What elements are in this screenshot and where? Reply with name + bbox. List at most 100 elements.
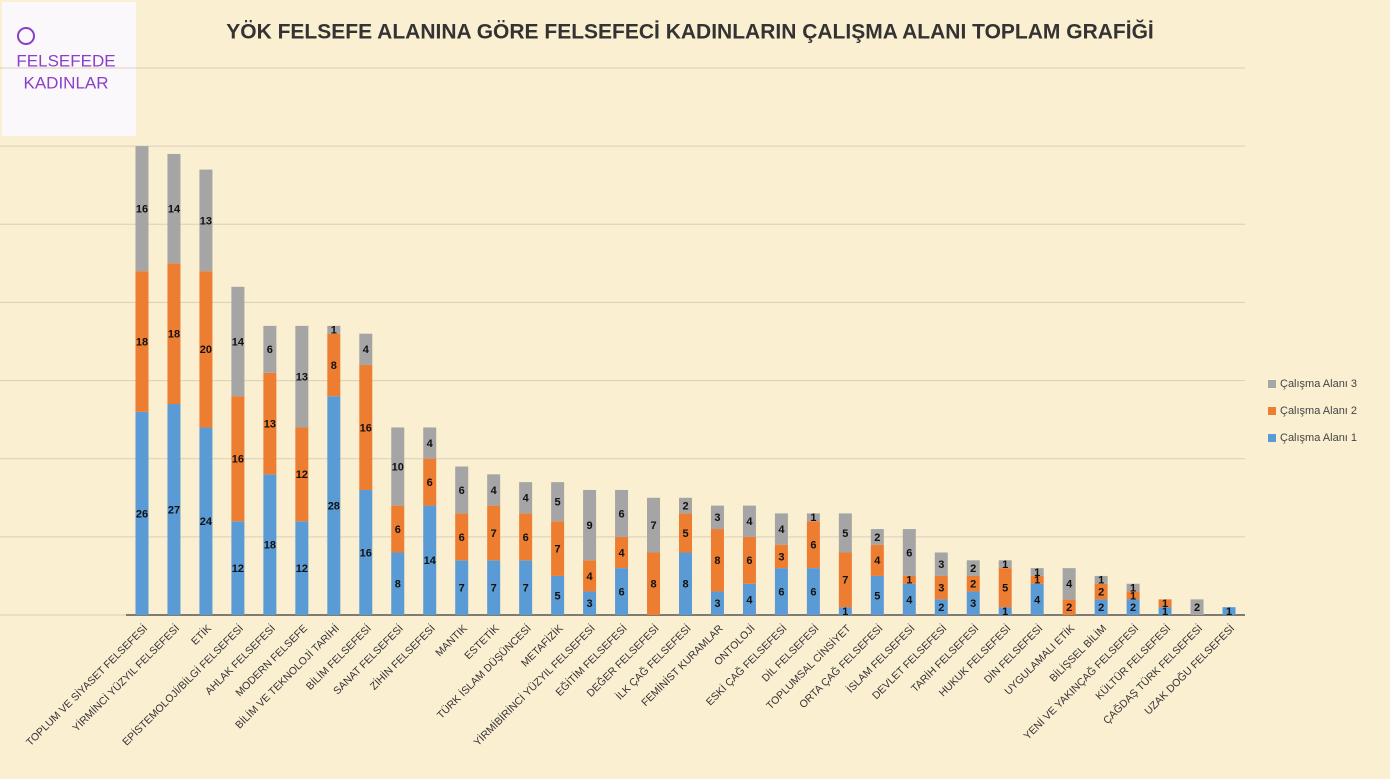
bar-segment xyxy=(742,536,756,584)
bar-segment xyxy=(135,146,149,272)
value-label: 5 xyxy=(555,497,561,509)
logo-box xyxy=(2,2,136,136)
bar-segment xyxy=(966,591,980,615)
bar-segment xyxy=(583,489,597,561)
value-label: 12 xyxy=(232,563,244,575)
logo: FELSEFEDE KADINLAR xyxy=(2,2,136,136)
bar-segment xyxy=(1062,568,1076,600)
value-label: 1 xyxy=(1002,559,1008,571)
bar-segment xyxy=(135,271,149,412)
bar-segment xyxy=(710,505,724,530)
value-label: 1 xyxy=(1226,606,1232,618)
value-label: 1 xyxy=(1002,606,1008,618)
bar-segment xyxy=(263,325,277,373)
logo-text: FELSEFEDE xyxy=(16,51,115,70)
value-label: 7 xyxy=(650,520,656,532)
bar-segment xyxy=(391,552,405,615)
value-label: 18 xyxy=(168,329,180,341)
value-label: 2 xyxy=(1098,602,1104,614)
value-label: 5 xyxy=(1002,583,1008,595)
bar-segment xyxy=(870,529,884,545)
bar-segment xyxy=(934,552,948,576)
value-label: 6 xyxy=(395,524,401,536)
bar-segment xyxy=(583,591,597,615)
bar-segment xyxy=(1030,568,1044,576)
bar-segment xyxy=(647,552,661,615)
bar-segment xyxy=(966,575,980,592)
value-label: 3 xyxy=(587,598,593,610)
bar-segment xyxy=(359,333,373,365)
value-label: 4 xyxy=(491,485,498,497)
value-label: 2 xyxy=(682,501,688,513)
value-label: 26 xyxy=(136,508,148,520)
value-label: 3 xyxy=(938,559,944,571)
value-label: 14 xyxy=(424,555,437,567)
legend-label: Çalışma Alanı 2 xyxy=(1280,405,1357,417)
bar-segment xyxy=(902,583,916,615)
bar-segment xyxy=(583,560,597,592)
legend-swatch xyxy=(1268,434,1276,442)
bar-segment xyxy=(1126,583,1140,592)
value-label: 4 xyxy=(523,493,530,505)
value-label: 8 xyxy=(650,579,656,591)
bar-segment xyxy=(487,474,501,506)
value-label: 1 xyxy=(1034,567,1040,579)
bar-segment xyxy=(1094,599,1108,615)
logo-text: KADINLAR xyxy=(23,73,108,92)
value-label: 28 xyxy=(328,501,340,513)
bar-segment xyxy=(806,513,820,522)
value-label: 8 xyxy=(682,579,688,591)
bar-segment xyxy=(998,607,1012,615)
bar-segment xyxy=(327,333,341,397)
value-label: 8 xyxy=(331,360,337,372)
value-label: 1 xyxy=(1162,606,1168,618)
bar-segment xyxy=(295,427,309,522)
bar-segment xyxy=(1030,575,1044,584)
bar-segment xyxy=(423,505,437,615)
bar-segment xyxy=(455,560,469,615)
bar-segment xyxy=(391,427,405,506)
bar-segment xyxy=(870,575,884,615)
bar-segment xyxy=(327,325,341,334)
bar-segment xyxy=(838,552,852,608)
value-label: 1 xyxy=(906,575,912,587)
bar-segment xyxy=(167,404,181,615)
bar-segment xyxy=(774,513,788,545)
value-label: 13 xyxy=(264,418,276,430)
value-label: 4 xyxy=(427,438,434,450)
bar-segment xyxy=(710,529,724,592)
bar-segment xyxy=(806,568,820,615)
bar-segment xyxy=(263,372,277,475)
value-label: 2 xyxy=(970,579,976,591)
value-label: 1 xyxy=(810,512,816,524)
bar-segment xyxy=(423,427,437,459)
value-label: 7 xyxy=(459,583,465,595)
bar-segment xyxy=(998,568,1012,608)
bar-segment xyxy=(1158,607,1172,615)
value-label: 18 xyxy=(136,336,148,348)
bar-segment xyxy=(647,497,661,553)
bar-segment xyxy=(519,560,533,615)
value-label: 3 xyxy=(970,598,976,610)
bar-segment xyxy=(519,482,533,514)
value-label: 5 xyxy=(842,528,848,540)
bar-segment xyxy=(998,560,1012,569)
value-label: 1 xyxy=(1098,575,1104,587)
bar-segment xyxy=(487,505,501,561)
bar-segment xyxy=(902,575,916,584)
bar-segment xyxy=(742,505,756,537)
value-label: 6 xyxy=(267,344,273,356)
value-label: 4 xyxy=(906,594,913,606)
value-label: 2 xyxy=(970,563,976,575)
value-label: 4 xyxy=(587,571,594,583)
value-label: 1 xyxy=(1130,583,1136,595)
value-label: 4 xyxy=(1034,594,1041,606)
value-label: 6 xyxy=(427,477,433,489)
value-label: 2 xyxy=(1130,602,1136,614)
bar-segment xyxy=(359,364,373,490)
bar-segment xyxy=(423,458,437,506)
bar-segment xyxy=(199,271,213,428)
value-label: 4 xyxy=(746,516,753,528)
value-label: 1 xyxy=(1162,598,1168,610)
value-label: 4 xyxy=(618,547,625,559)
